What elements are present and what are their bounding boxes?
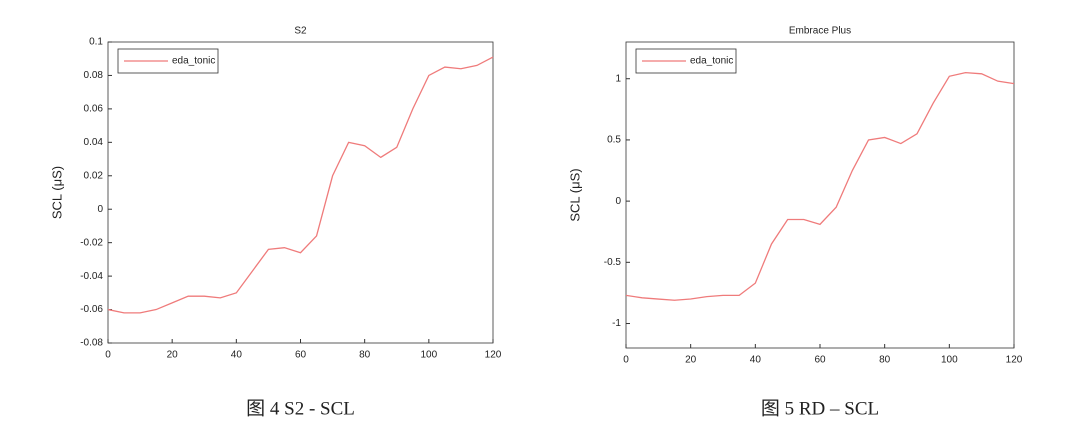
y-tick-label: 0.1: [89, 37, 103, 48]
figure-caption: 图 4 S2 - SCL: [246, 398, 355, 419]
y-tick-label: 0.02: [84, 170, 104, 181]
y-tick-label: -1: [612, 318, 621, 329]
plot-area: [107, 41, 494, 344]
data-line: [625, 71, 1015, 301]
legend-label: eda_tonic: [172, 56, 215, 67]
y-tick-label: 0: [97, 204, 103, 215]
y-tick-label: 0.5: [607, 135, 621, 146]
chart-title: S2: [294, 26, 307, 37]
x-tick-label: 60: [295, 350, 307, 361]
x-tick-label: 100: [941, 355, 958, 366]
x-tick-label: 80: [359, 350, 371, 361]
x-tick-label: 120: [485, 350, 502, 361]
figure-caption: 图 5 RD – SCL: [761, 398, 879, 419]
y-axis-label: SCL (μS): [49, 166, 64, 219]
y-tick-label: -0.04: [80, 271, 103, 282]
y-tick-label: -0.06: [80, 304, 103, 315]
x-tick-label: 40: [750, 355, 762, 366]
x-tick-label: 0: [623, 355, 629, 366]
x-tick-label: 120: [1006, 355, 1023, 366]
y-axis-label: SCL (μS): [567, 168, 582, 221]
y-tick-label: 0: [615, 196, 621, 207]
x-tick-label: 0: [105, 350, 111, 361]
y-tick-label: 0.04: [84, 137, 104, 148]
y-tick-label: 0.06: [84, 104, 104, 115]
data-line: [107, 56, 494, 314]
plot-area: [625, 41, 1015, 349]
x-tick-label: 80: [879, 355, 891, 366]
x-tick-label: 20: [685, 355, 697, 366]
x-tick-label: 100: [420, 350, 437, 361]
y-tick-label: -0.02: [80, 237, 103, 248]
y-tick-label: 1: [615, 73, 621, 84]
x-tick-label: 60: [814, 355, 826, 366]
y-tick-label: -0.5: [604, 257, 622, 268]
y-tick-label: -0.08: [80, 338, 103, 349]
legend-label: eda_tonic: [690, 56, 733, 67]
x-tick-label: 40: [231, 350, 243, 361]
y-tick-label: 0.08: [84, 70, 104, 81]
chart-title: Embrace Plus: [789, 26, 851, 37]
x-tick-label: 20: [167, 350, 179, 361]
